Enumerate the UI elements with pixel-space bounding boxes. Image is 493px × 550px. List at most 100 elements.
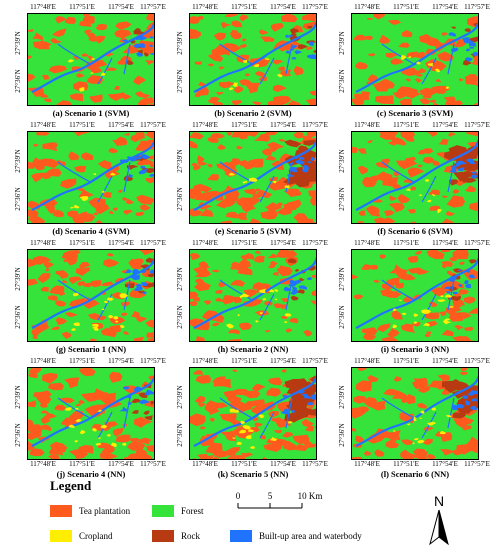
longitude-labels-top: 117°48′E 117°51′E 117°54′E 117°57′E [189, 121, 328, 131]
longitude-tick-label: 117°48′E [192, 357, 218, 365]
longitude-tick-label: 117°57′E [302, 3, 328, 11]
longitude-tick-label: 117°57′E [302, 121, 328, 129]
map-panel: 117°48′E 117°51′E 117°54′E 117°57′E 27°39′N 2… [173, 121, 333, 239]
latitude-tick-label: 27°39′N [176, 149, 184, 173]
map-panel: 117°48′E 117°51′E 117°54′E 117°57′E 27°39′N 2… [11, 3, 171, 121]
longitude-labels-top: 117°48′E 117°51′E 117°54′E 117°57′E [27, 239, 166, 249]
latitude-tick-label: 27°39′N [14, 267, 22, 291]
land-cover-map [27, 249, 155, 342]
longitude-tick-label: 117°57′E [464, 3, 490, 11]
longitude-labels-top: 117°48′E 117°51′E 117°54′E 117°57′E [351, 121, 490, 131]
land-cover-map [351, 13, 479, 106]
longitude-tick-label: 117°54′E [108, 3, 134, 11]
longitude-tick-label: 117°48′E [30, 357, 56, 365]
longitude-tick-label: 117°51′E [393, 3, 419, 11]
longitude-tick-label: 117°51′E [69, 460, 95, 468]
latitude-tick-label: 27°36′N [14, 305, 22, 329]
legend-item: Forest [152, 505, 204, 517]
land-cover-map [189, 13, 317, 106]
longitude-tick-label: 117°51′E [69, 357, 95, 365]
longitude-tick-label: 117°57′E [464, 121, 490, 129]
latitude-tick-label: 27°36′N [176, 69, 184, 93]
longitude-tick-label: 117°54′E [432, 460, 458, 468]
latitude-tick-label: 27°36′N [176, 187, 184, 211]
latitude-tick-label: 27°36′N [338, 423, 346, 447]
longitude-tick-label: 117°54′E [432, 121, 458, 129]
longitude-tick-label: 117°51′E [69, 121, 95, 129]
longitude-tick-label: 117°51′E [393, 121, 419, 129]
longitude-tick-label: 117°48′E [30, 3, 56, 11]
longitude-tick-label: 117°48′E [354, 121, 380, 129]
land-cover-map [351, 367, 479, 460]
land-cover-map [27, 13, 155, 106]
latitude-labels: 27°39′N 27°36′N [335, 249, 351, 342]
longitude-tick-label: 117°57′E [140, 121, 166, 129]
longitude-tick-label: 117°48′E [192, 3, 218, 11]
latitude-tick-label: 27°36′N [338, 69, 346, 93]
longitude-tick-label: 117°57′E [140, 239, 166, 247]
north-label: N [434, 493, 444, 509]
legend-item: Cropland [50, 530, 113, 542]
latitude-tick-label: 27°39′N [176, 31, 184, 55]
legend-label: Cropland [79, 531, 113, 541]
map-panel: 117°48′E 117°51′E 117°54′E 117°57′E 27°39′N 2… [173, 3, 333, 121]
latitude-tick-label: 27°36′N [14, 187, 22, 211]
land-cover-map [351, 249, 479, 342]
longitude-tick-label: 117°57′E [140, 460, 166, 468]
longitude-tick-label: 117°48′E [30, 121, 56, 129]
map-panel: 117°48′E 117°51′E 117°54′E 117°57′E 27°39′N 2… [335, 3, 493, 121]
map-panel: 117°48′E 117°51′E 117°54′E 117°57′E 27°39′N 2… [335, 357, 493, 479]
latitude-labels: 27°39′N 27°36′N [335, 367, 351, 460]
longitude-labels-bottom: 117°48′E 117°51′E 117°54′E 117°57′E [189, 460, 328, 470]
north-arrow: N [424, 492, 454, 548]
longitude-tick-label: 117°48′E [354, 3, 380, 11]
longitude-labels-top: 117°48′E 117°51′E 117°54′E 117°57′E [351, 3, 490, 13]
longitude-tick-label: 117°57′E [302, 460, 328, 468]
longitude-tick-label: 117°51′E [231, 121, 257, 129]
panel-caption: (e) Scenario 5 (SVM) [214, 226, 292, 236]
legend-label: Rock [181, 531, 200, 541]
legend-swatch [50, 530, 72, 542]
longitude-labels-top: 117°48′E 117°51′E 117°54′E 117°57′E [351, 357, 490, 367]
latitude-tick-label: 27°39′N [338, 267, 346, 291]
longitude-labels-top: 117°48′E 117°51′E 117°54′E 117°57′E [189, 357, 328, 367]
scale-label-5: 5 [268, 491, 273, 501]
longitude-tick-label: 117°51′E [69, 239, 95, 247]
panel-caption: (c) Scenario 3 (SVM) [376, 108, 454, 118]
latitude-labels: 27°39′N 27°36′N [173, 13, 189, 106]
map-panel: 117°48′E 117°51′E 117°54′E 117°57′E 27°39′N 2… [335, 121, 493, 239]
legend-swatch [152, 505, 174, 517]
panel-caption: (i) Scenario 3 (NN) [380, 344, 450, 354]
latitude-tick-label: 27°36′N [14, 423, 22, 447]
longitude-tick-label: 117°54′E [108, 357, 134, 365]
longitude-tick-label: 117°48′E [192, 121, 218, 129]
latitude-tick-label: 27°39′N [176, 267, 184, 291]
longitude-tick-label: 117°48′E [354, 357, 380, 365]
legend-swatch [230, 530, 252, 542]
longitude-tick-label: 117°51′E [69, 3, 95, 11]
latitude-tick-label: 27°36′N [338, 187, 346, 211]
longitude-tick-label: 117°51′E [231, 460, 257, 468]
legend-item: Tea plantation [50, 505, 130, 517]
legend-label: Forest [181, 506, 204, 516]
longitude-tick-label: 117°57′E [464, 239, 490, 247]
longitude-tick-label: 117°54′E [432, 357, 458, 365]
latitude-tick-label: 27°39′N [14, 149, 22, 173]
latitude-tick-label: 27°39′N [176, 385, 184, 409]
land-cover-map [27, 367, 155, 460]
longitude-tick-label: 117°54′E [108, 121, 134, 129]
latitude-labels: 27°39′N 27°36′N [11, 131, 27, 224]
longitude-labels-top: 117°48′E 117°51′E 117°54′E 117°57′E [27, 357, 166, 367]
scale-label-0: 0 [236, 491, 241, 501]
latitude-labels: 27°39′N 27°36′N [173, 249, 189, 342]
panel-caption: (k) Scenario 5 (NN) [217, 469, 289, 479]
panel-caption: (f) Scenario 6 (SVM) [377, 226, 453, 236]
latitude-tick-label: 27°39′N [338, 31, 346, 55]
longitude-tick-label: 117°51′E [231, 3, 257, 11]
panel-caption: (d) Scenario 4 (SVM) [52, 226, 130, 236]
longitude-tick-label: 117°51′E [393, 357, 419, 365]
longitude-tick-label: 117°54′E [108, 460, 134, 468]
map-panel: 117°48′E 117°51′E 117°54′E 117°57′E 27°39′N 2… [173, 357, 333, 479]
panel-caption: (b) Scenario 2 (SVM) [214, 108, 292, 118]
map-panel: 117°48′E 117°51′E 117°54′E 117°57′E 27°39′N 2… [11, 357, 171, 479]
